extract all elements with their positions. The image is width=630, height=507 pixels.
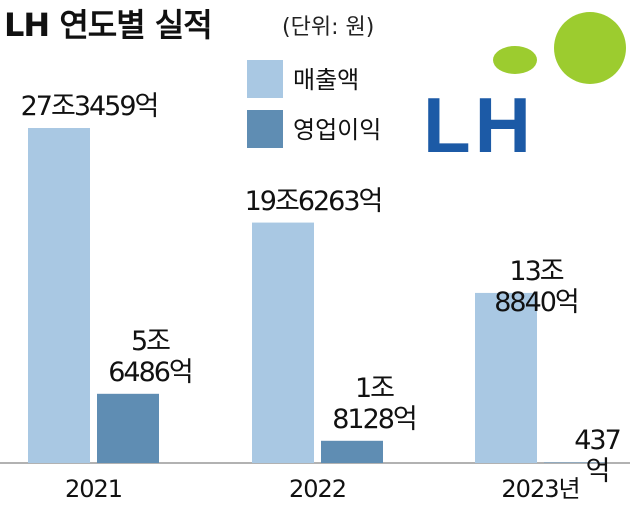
bar [252,222,314,463]
bar [475,292,537,463]
bar [28,128,90,463]
logo-mark [554,12,626,84]
value-label: 13조8840억 [494,255,580,318]
value-label: 5조 6486억 [108,325,194,388]
value-label: 27조3459억 [20,91,160,122]
legend-swatch [247,110,283,148]
x-tick-label: 2023년 [501,475,580,503]
logo-mark [493,46,537,74]
bar [544,462,606,463]
bar [97,393,159,463]
value-label: 19조6263억 [244,185,384,217]
value-label: 1조 8128억 [332,372,418,435]
value-label: 437억 [574,425,622,488]
logo-text: LH [423,81,535,169]
x-tick-label: 2021 [64,475,123,503]
x-tick-label: 2022 [288,475,347,503]
legend-label: 영업이익 [293,116,381,144]
legend-swatch [247,60,283,98]
chart-subtitle: (단위: 원) [282,15,374,40]
legend-label: 매출액 [293,66,359,94]
chart-title: LH 연도별 실적 [4,6,212,44]
bar [321,440,383,463]
